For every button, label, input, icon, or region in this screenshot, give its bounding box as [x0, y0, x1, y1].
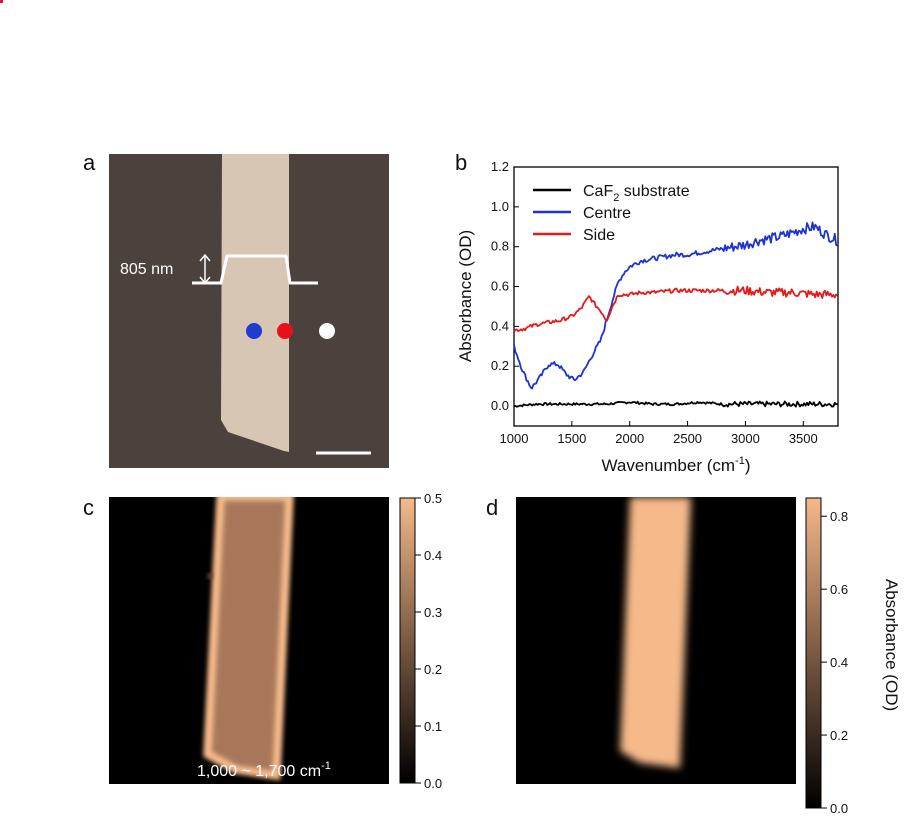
x-tick-label: 1500	[557, 431, 586, 446]
map-caption-low: 1,000 ~ 1,700 cm-1	[197, 760, 331, 780]
afm-image: 805 nm	[109, 154, 389, 468]
colorbar-tick-label: 0.0	[424, 776, 442, 791]
colorbar-tick-label: 0.4	[830, 655, 848, 670]
colorbar-tick-label: 0.6	[830, 582, 848, 597]
legend-label: CaF2 substrate	[583, 183, 690, 204]
y-tick-label: 0.8	[491, 239, 509, 254]
x-tick-label: 3500	[789, 431, 818, 446]
colorbar-tick-label: 0.5	[424, 491, 442, 506]
y-tick-label: 0.0	[491, 398, 509, 413]
height-arrow-head-down	[199, 276, 211, 285]
measurement-dot-centre	[246, 323, 262, 339]
map-caption-high: 2,500 ~ 3,200 cm-1	[602, 784, 736, 804]
colorbar-low: 0.0 0.1 0.2 0.3 0.4 0.5	[399, 491, 442, 791]
absorbance-map-low	[109, 497, 389, 784]
flake-interior	[208, 497, 289, 775]
colorbar-high: 0.0 0.2 0.4 0.6 0.8	[805, 497, 848, 816]
x-tick-label: 2500	[673, 431, 702, 446]
panel-letter-a: a	[83, 150, 96, 175]
x-tick-label: 2000	[615, 431, 644, 446]
colorbar-gradient	[805, 497, 822, 809]
map-speck	[207, 573, 213, 579]
afm-flake	[221, 154, 289, 452]
absorbance-map-high	[516, 497, 796, 784]
legend-label: Centre	[583, 205, 631, 222]
measurement-dot-side	[277, 323, 293, 339]
colorbar-tick-label: 0.0	[830, 801, 848, 816]
y-tick-label: 0.2	[491, 358, 509, 373]
y-axis-title: Absorbance (OD)	[456, 230, 475, 362]
series-line-side	[513, 285, 838, 333]
colorbar-tick-label: 0.8	[830, 509, 848, 524]
flake-edge	[203, 497, 294, 781]
colorbar-tick-label: 0.4	[424, 548, 442, 563]
y-tick-label: 0.4	[491, 318, 509, 333]
colorbar-tick-label: 0.2	[424, 662, 442, 677]
panel-letter-d: d	[486, 495, 498, 520]
height-label: 805 nm	[120, 261, 173, 278]
colorbar-tick-label: 0.3	[424, 605, 442, 620]
absorbance-spectra-chart: 1000 1500 2000 2500 3000 3500 0.0 0.2 0.4 0.6 0.8 1…	[456, 159, 839, 475]
y-tick-label: 0.6	[491, 279, 509, 294]
flake-uniform	[620, 497, 691, 768]
legend-label: Side	[583, 227, 615, 244]
plot-frame	[513, 166, 839, 427]
series-line-caf2-substrate	[513, 400, 838, 408]
colorbar-gradient	[399, 497, 416, 784]
panel-letter-c: c	[83, 495, 94, 520]
y-tick-label: 1.2	[491, 159, 509, 174]
x-axis-title: Wavenumber (cm-1)	[602, 455, 751, 475]
series-line-centre	[513, 221, 838, 390]
measurement-dot-substrate	[319, 323, 335, 339]
colorbar-title: Absorbance (OD)	[882, 579, 901, 711]
x-tick-label: 1000	[500, 431, 529, 446]
height-profile-line	[192, 254, 318, 285]
panel-letter-b: b	[455, 150, 467, 175]
y-tick-label: 1.0	[491, 199, 509, 214]
corner-mark	[0, 0, 3, 3]
colorbar-tick-label: 0.1	[424, 719, 442, 734]
x-tick-label: 3000	[731, 431, 760, 446]
colorbar-tick-label: 0.2	[830, 728, 848, 743]
height-arrow-head-up	[199, 253, 211, 262]
